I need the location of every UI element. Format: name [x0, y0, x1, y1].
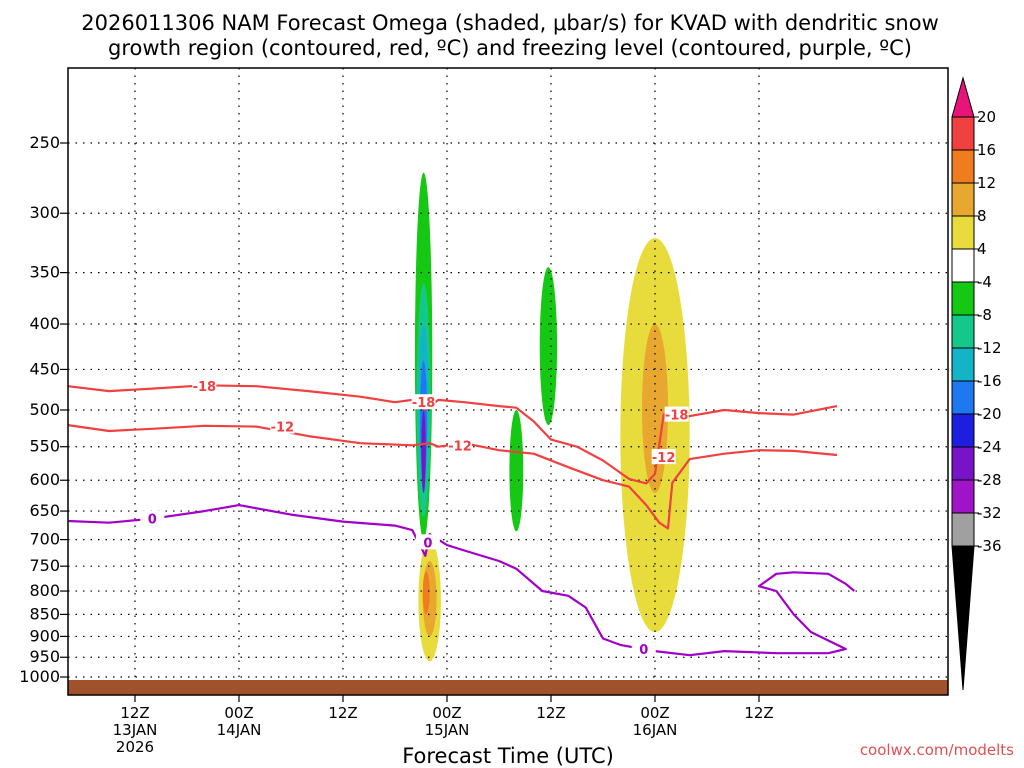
- colorbar-segment: [951, 347, 975, 382]
- colorbar-label: 12: [977, 174, 996, 192]
- colorbar-label: 20: [977, 108, 996, 126]
- x-tick-label: 00Z: [640, 704, 669, 722]
- y-tick-label: 250: [29, 133, 60, 152]
- contour-label-bg: [448, 437, 472, 453]
- colorbar-segment: [951, 116, 975, 151]
- y-tick-label: 700: [29, 530, 60, 549]
- x-axis-label: Forecast Time (UTC): [402, 744, 614, 768]
- omega-shade--28-4: [421, 410, 426, 493]
- colorbar-segment: [951, 479, 975, 514]
- y-tick-label: 550: [29, 437, 60, 456]
- omega-shade--8-5: [539, 267, 558, 426]
- contour-label: -12: [652, 451, 676, 466]
- colorbar-segment: [951, 413, 975, 448]
- x-tick-label: 13JAN: [113, 721, 158, 739]
- contour-label: 0: [423, 536, 432, 551]
- y-tick-label: 750: [29, 556, 60, 575]
- colorbar-label: -8: [977, 306, 992, 324]
- contour-label: -18: [412, 396, 436, 411]
- colorbar-label: 4: [977, 240, 987, 258]
- colorbar-label: -20: [977, 405, 1002, 423]
- contour-label-bg: [270, 418, 295, 434]
- contour-label-bg: [192, 378, 217, 394]
- colorbar-label: -28: [977, 471, 1002, 489]
- contour-layer: -18 -18 -18 -12 -12 -12 0 0 0: [67, 378, 856, 658]
- contour-label-bg: [631, 641, 656, 657]
- contour-label: -12: [448, 439, 472, 454]
- omega-shading-layer: [414, 172, 690, 662]
- contour-label: -18: [665, 409, 689, 424]
- contour-label-bg: [411, 394, 436, 410]
- x-tick-label: 2026: [116, 738, 154, 756]
- contour-label: 0: [639, 643, 648, 658]
- contour-label: -12: [271, 421, 295, 436]
- contour-label: 0: [148, 513, 157, 528]
- y-tick-label: 1000: [19, 667, 60, 686]
- colorbar-label: -16: [977, 372, 1002, 390]
- terrain-ground: [68, 680, 948, 695]
- chart-title-line2: growth region (contoured, red, ºC) and f…: [108, 36, 912, 60]
- contour-label-bg: [140, 510, 165, 526]
- colorbar-label: -4: [977, 273, 992, 291]
- y-tick-label: 950: [29, 647, 60, 666]
- y-tick-label: 500: [29, 400, 60, 419]
- contour-label-bg: [651, 449, 676, 465]
- omega-shade-12-11: [422, 571, 430, 615]
- contour-line-2: [67, 504, 856, 657]
- y-tick-label: 450: [29, 359, 60, 378]
- contour-label-bg: [664, 406, 689, 422]
- x-tick-label: 12Z: [744, 704, 773, 722]
- colorbar-label: 8: [977, 207, 987, 225]
- x-tick-label: 12Z: [120, 704, 149, 722]
- contour-label: -18: [193, 380, 217, 395]
- y-tick-label: 900: [29, 626, 60, 645]
- colorbar-label: 16: [977, 141, 996, 159]
- x-tick-label: 00Z: [224, 704, 253, 722]
- y-tick-label: 400: [29, 314, 60, 333]
- chart-title-line1: 2026011306 NAM Forecast Omega (shaded, μ…: [81, 11, 939, 35]
- x-tick-label: 16JAN: [633, 721, 678, 739]
- colorbar-label: -36: [977, 537, 1002, 555]
- colorbar-label: -32: [977, 504, 1002, 522]
- colorbar-segment: [951, 248, 975, 283]
- colorbar-segment: [951, 149, 975, 184]
- omega-shade--8-6: [509, 410, 524, 532]
- y-tick-label: 300: [29, 203, 60, 222]
- colorbar-segment: [951, 380, 975, 415]
- y-tick-label: 600: [29, 470, 60, 489]
- y-tick-label: 650: [29, 501, 60, 520]
- colorbar-label: -12: [977, 339, 1002, 357]
- colorbar-segment: [951, 314, 975, 349]
- y-tick-label: 350: [29, 263, 60, 282]
- x-tick-label: 12Z: [536, 704, 565, 722]
- x-tick-label: 00Z: [432, 704, 461, 722]
- plot-frame: [67, 67, 949, 696]
- colorbar-legend: 20 16 12 8 4 -4 -8 -12 -16 -20 -24 -28 -32 -36: [951, 76, 1002, 691]
- colorbar-label: -24: [977, 438, 1002, 456]
- contour-line-1: [67, 424, 838, 530]
- colorbar-bottom-arrow: [951, 545, 975, 691]
- colorbar-segment: [951, 281, 975, 316]
- contour-label-bg: [415, 534, 440, 550]
- colorbar-segment: [951, 182, 975, 217]
- credit-text: coolwx.com/modelts: [860, 741, 1014, 759]
- y-tick-label: 800: [29, 581, 60, 600]
- x-tick-label: 14JAN: [217, 721, 262, 739]
- x-tick-label: 12Z: [328, 704, 357, 722]
- x-tick-label: 15JAN: [425, 721, 470, 739]
- colorbar-segment: [951, 512, 975, 547]
- y-tick-label: 850: [29, 604, 60, 623]
- colorbar-segment: [951, 215, 975, 250]
- colorbar-segment: [951, 446, 975, 481]
- y-axis-ticks: 250 300 350 400 450 500 550 600 650 700 750 800 850 9…: [19, 133, 68, 686]
